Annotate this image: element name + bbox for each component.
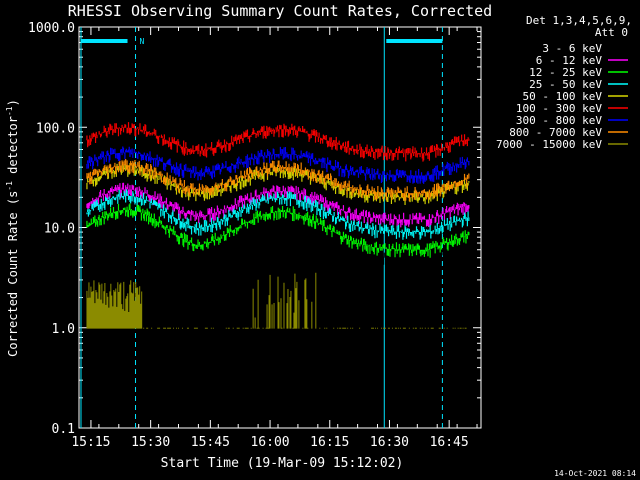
- axis-ticks: [78, 26, 481, 429]
- y-tick-label: 1000.0: [28, 21, 75, 36]
- legend-entry-label: 100 - 300 keV: [516, 102, 602, 115]
- legend-entry-label: 6 - 12 keV: [536, 54, 603, 67]
- footer-timestamp: 14-Oct-2021 08:14: [554, 469, 636, 478]
- y-tick-label: 100.0: [36, 121, 75, 136]
- series-lines: [87, 122, 469, 328]
- x-tick-label: 16:00: [250, 435, 289, 450]
- x-tick-label: 16:15: [310, 435, 349, 450]
- series-line: [86, 217, 470, 266]
- y-tick-labels: 1000.0 100.0 10.0 1.0 0.1: [28, 21, 75, 437]
- y-tick-label: 0.1: [52, 422, 75, 437]
- legend-header: Att 0: [595, 26, 628, 39]
- night-indicator: N: [81, 37, 443, 46]
- x-tick-label: 15:45: [191, 435, 230, 450]
- y-axis-label-sup2: -1: [5, 106, 14, 116]
- series-line: [86, 182, 470, 228]
- series-line: [86, 122, 470, 162]
- x-tick-label: 16:30: [370, 435, 409, 450]
- x-tick-labels: 15:15 15:30 15:45 16:00 16:15 16:30 16:45: [71, 435, 468, 450]
- legend-entry-label: 50 - 100 keV: [523, 90, 603, 103]
- legend-entry-label: 300 - 800 keV: [516, 114, 602, 127]
- x-axis-label: Start Time (19-Mar-09 15:12:02): [161, 456, 404, 471]
- y-axis-label: Corrected Count Rate (s-1 detector-1): [5, 99, 20, 357]
- legend-entry-label: 7000 - 15000 keV: [496, 138, 602, 151]
- y-tick-label: 1.0: [52, 322, 75, 337]
- x-tick-label: 16:45: [430, 435, 469, 450]
- night-label: N: [140, 37, 145, 46]
- series-line: [86, 146, 470, 184]
- series-line: [86, 159, 470, 202]
- chart-title: RHESSI Observing Summary Count Rates, Co…: [68, 2, 492, 20]
- y-axis-label-main: Corrected Count Rate (s: [6, 191, 20, 357]
- legend-entry-label: 25 - 50 keV: [529, 78, 602, 91]
- legend-header: Det 1,3,4,5,6,9,: [526, 14, 632, 27]
- legend-entry-label: 12 - 25 keV: [529, 66, 602, 79]
- y-axis-label-sup1: -1: [5, 181, 14, 191]
- y-axis-label-mid: detector: [6, 116, 20, 181]
- x-tick-label: 15:30: [131, 435, 170, 450]
- series-line: [86, 189, 470, 240]
- y-axis-label-end: ): [6, 99, 20, 106]
- legend-entry-label: 3 - 6 keV: [542, 42, 602, 55]
- y-tick-label: 10.0: [44, 222, 75, 237]
- series-line: [86, 203, 470, 258]
- x-tick-label: 15:15: [71, 435, 110, 450]
- legend-entry-label: 800 - 7000 keV: [509, 126, 602, 139]
